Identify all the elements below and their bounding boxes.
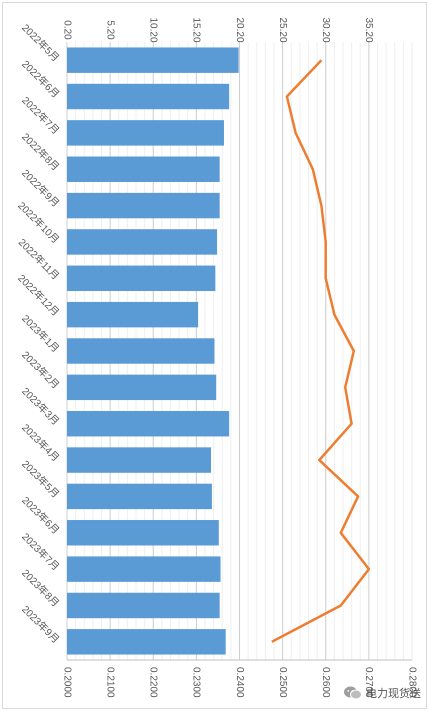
- line-series: [271, 59, 371, 643]
- bar-2022年12月: [67, 301, 199, 328]
- bar-2022年5月: [67, 47, 239, 73]
- category-label: 2023年7月: [19, 530, 62, 573]
- bar-2022年11月: [67, 265, 216, 292]
- bar-2023年8月: [67, 592, 220, 619]
- bar-2022年10月: [67, 229, 218, 255]
- secondary-tick-label: 0.2400: [234, 667, 245, 698]
- category-label: 2022年5月: [19, 21, 62, 64]
- category-label: 2023年1月: [19, 312, 62, 355]
- watermark: 电力现货送: [343, 683, 421, 703]
- wechat-icon: [344, 686, 362, 700]
- primary-tick-label: 10.20: [148, 17, 159, 42]
- primary-tick-label: 30.20: [320, 17, 331, 42]
- secondary-tick-label: 0.2000: [61, 667, 72, 698]
- category-label: 2022年7月: [19, 94, 62, 137]
- category-label: 2022年6月: [19, 58, 62, 101]
- primary-tick-label: 35.20: [363, 17, 374, 42]
- secondary-tick-label: 0.2700: [363, 667, 374, 698]
- bar-2022年8月: [67, 156, 220, 182]
- primary-tick-label: 15.20: [191, 17, 202, 42]
- bar-2023年7月: [67, 556, 221, 582]
- category-label: 2022年8月: [19, 130, 62, 173]
- watermark-text: 电力现货送: [366, 688, 421, 700]
- primary-tick-label: 25.20: [277, 17, 288, 42]
- category-labels: 2022年5月2022年6月2022年7月2022年8月2022年9月2022年…: [15, 21, 62, 646]
- bar-2023年1月: [67, 338, 215, 364]
- bar-2023年3月: [67, 410, 230, 437]
- category-label: 2023年2月: [19, 348, 62, 391]
- bar-2022年9月: [67, 192, 220, 219]
- bar-2023年4月: [67, 447, 212, 473]
- category-label: 2023年5月: [19, 457, 62, 500]
- bar-2023年2月: [67, 374, 217, 401]
- category-label: 2023年3月: [19, 385, 62, 428]
- bar-series: [67, 47, 239, 655]
- secondary-axis-ticks: 0.2000 0.2100 0.2200 0.2300 0.2400 0.2500 0.26…: [61, 667, 417, 698]
- bar-2023年5月: [67, 483, 212, 510]
- secondary-tick-label: 0.2200: [148, 667, 159, 698]
- secondary-tick-label: 0.2600: [320, 667, 331, 698]
- primary-tick-label: 20.20: [234, 17, 245, 42]
- secondary-tick-label: 0.2300: [191, 667, 202, 698]
- bar-2023年6月: [67, 520, 219, 546]
- line-path: [271, 59, 371, 643]
- category-label: 2023年6月: [19, 494, 62, 537]
- bar-2022年7月: [67, 120, 224, 146]
- bar-2023年9月: [67, 629, 226, 655]
- primary-tick-label: 5.20: [104, 20, 115, 40]
- bar-2022年6月: [67, 83, 230, 110]
- category-label: 2023年4月: [19, 421, 62, 464]
- category-label: 2023年9月: [19, 603, 62, 646]
- secondary-tick-label: 0.2500: [277, 667, 288, 698]
- primary-axis-ticks: 0.20 5.20 10.20 15.20 20.20 25.20 30.20 35.20: [61, 17, 374, 42]
- category-label: 2023年8月: [19, 566, 62, 609]
- secondary-tick-label: 0.2800: [406, 667, 417, 698]
- secondary-tick-label: 0.2100: [104, 667, 115, 698]
- primary-tick-label: 0.20: [61, 20, 72, 40]
